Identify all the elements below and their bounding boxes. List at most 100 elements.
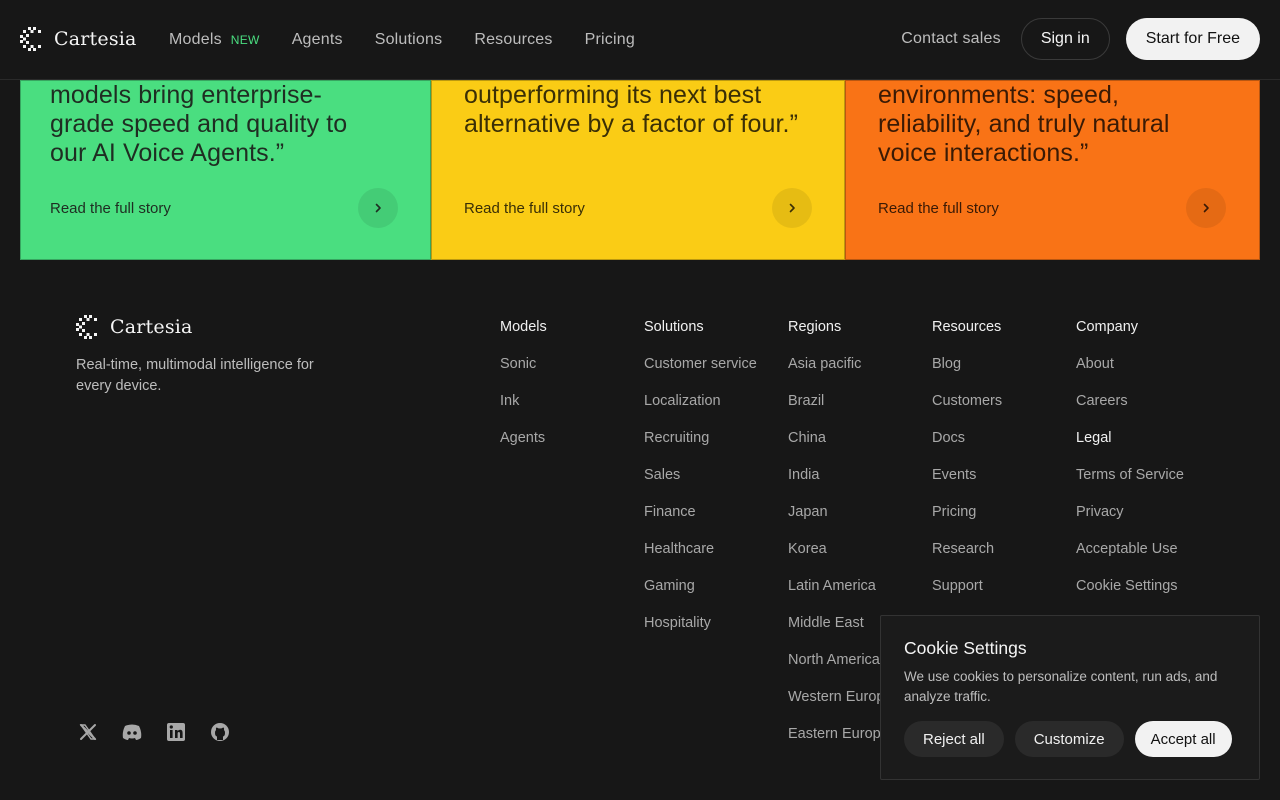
nav-item-label: Resources <box>474 31 553 48</box>
footer-link[interactable]: Support <box>932 578 983 594</box>
footer-link[interactable]: About <box>1076 356 1114 372</box>
footer-link[interactable]: Western Europe <box>788 689 893 705</box>
footer-link[interactable]: Careers <box>1076 393 1128 409</box>
footer-link[interactable]: Acceptable Use <box>1076 541 1178 557</box>
cartesia-logo-icon <box>20 27 41 51</box>
footer-column-models: Models Sonic Ink Agents <box>500 319 547 467</box>
footer-link[interactable]: Japan <box>788 504 828 520</box>
footer-tagline: Real-time, multimodal intelligence for e… <box>76 357 314 394</box>
nav-item-label: Models <box>169 31 222 48</box>
read-story-link[interactable]: Read the full story <box>878 200 999 217</box>
brand-logo[interactable]: Cartesia <box>20 27 137 51</box>
nav-item-resources[interactable]: Resources <box>474 31 552 49</box>
chevron-right-icon <box>1203 203 1209 213</box>
footer-link[interactable]: Research <box>932 541 995 557</box>
column-links: Customer service Localization Recruiting Sa… <box>644 356 757 652</box>
story-arrow-button[interactable] <box>358 188 398 228</box>
column-links: Asia pacific Brazil China India Japan Korea La… <box>788 356 893 763</box>
reject-all-button[interactable]: Reject all <box>904 721 1004 757</box>
footer-link[interactable]: Events <box>932 467 977 483</box>
nav-item-pricing[interactable]: Pricing <box>585 31 635 49</box>
column-title: Resources <box>932 319 1002 335</box>
new-badge: NEW <box>230 33 260 47</box>
nav-item-label: Pricing <box>584 31 635 48</box>
accept-all-button[interactable]: Accept all <box>1134 721 1232 757</box>
footer-link[interactable]: China <box>788 430 826 446</box>
story-quote: outperforming its next best alternative … <box>464 81 799 138</box>
footer-link[interactable]: Terms of Service <box>1076 467 1184 483</box>
story-arrow-button[interactable] <box>1186 188 1226 228</box>
chevron-right-icon <box>375 203 381 213</box>
start-for-free-button[interactable]: Start for Free <box>1125 18 1260 60</box>
brand-name: Cartesia <box>54 28 137 50</box>
footer-link[interactable]: Latin America <box>788 578 876 594</box>
footer-link[interactable]: Cookie Settings <box>1076 578 1178 594</box>
footer-link[interactable]: Sales <box>644 467 681 483</box>
footer-link[interactable]: Brazil <box>788 393 825 409</box>
column-links: About Careers Legal Terms of Service Privacy… <box>1076 356 1184 615</box>
footer-link[interactable]: Ink <box>500 393 520 409</box>
footer-link[interactable]: Agents <box>500 430 546 446</box>
read-story-link[interactable]: Read the full story <box>464 200 585 217</box>
nav-item-agents[interactable]: Agents <box>292 31 343 49</box>
nav-item-label: Solutions <box>374 31 443 48</box>
customize-button[interactable]: Customize <box>1014 721 1124 757</box>
column-title: Company <box>1076 319 1139 335</box>
footer-link[interactable]: Docs <box>932 430 966 446</box>
footer-link[interactable]: Privacy <box>1076 504 1124 520</box>
story-quote: environments: speed, reliability, and tr… <box>878 81 1170 167</box>
nav-item-models[interactable]: Models NEW <box>169 31 260 49</box>
linkedin-icon[interactable] <box>164 720 188 744</box>
footer-link[interactable]: India <box>788 467 820 483</box>
story-arrow-button[interactable] <box>772 188 812 228</box>
discord-icon[interactable] <box>120 720 144 744</box>
nav-item-solutions[interactable]: Solutions <box>375 31 443 49</box>
cookie-title: Cookie Settings <box>904 638 1027 658</box>
footer-link[interactable]: Gaming <box>644 578 695 594</box>
footer-column-regions: Regions Asia pacific Brazil China India Japa… <box>788 319 893 763</box>
column-title: Regions <box>788 319 842 335</box>
social-links <box>76 720 232 744</box>
footer-link[interactable]: Asia pacific <box>788 356 862 372</box>
footer-link[interactable]: Sonic <box>500 356 537 372</box>
brand-name: Cartesia <box>110 316 193 338</box>
footer-link[interactable]: Localization <box>644 393 721 409</box>
column-links: Blog Customers Docs Events Pricing Research Su… <box>932 356 1002 615</box>
column-title: Models <box>500 319 547 335</box>
contact-sales-link[interactable]: Contact sales <box>901 30 1001 47</box>
footer-link[interactable]: Healthcare <box>644 541 715 557</box>
footer-link[interactable]: Korea <box>788 541 827 557</box>
cartesia-logo-icon <box>76 315 97 339</box>
cookie-actions: Reject all Customize Accept all <box>904 721 1232 757</box>
footer-link[interactable]: Eastern Europe <box>788 726 889 742</box>
footer-link[interactable]: Customer service <box>644 356 757 372</box>
story-card: outperforming its next best alternative … <box>431 80 845 260</box>
read-story-link[interactable]: Read the full story <box>50 200 171 217</box>
footer-column-solutions: Solutions Customer service Localization Re… <box>644 319 757 652</box>
x-icon[interactable] <box>76 720 100 744</box>
chevron-right-icon <box>789 203 795 213</box>
story-card: models bring enterprise-grade speed and … <box>20 80 431 260</box>
footer-link[interactable]: Blog <box>932 356 962 372</box>
header-actions: Contact sales Sign in Start for Free <box>901 18 1260 60</box>
footer-link[interactable]: Pricing <box>932 504 977 520</box>
footer-section-label: Legal <box>1076 430 1112 446</box>
footer-link[interactable]: Middle East <box>788 615 864 631</box>
cookie-description: We use cookies to personalize content, r… <box>904 669 1218 704</box>
footer-brand-logo[interactable]: Cartesia <box>76 315 193 339</box>
customer-stories: models bring enterprise-grade speed and … <box>20 80 1260 260</box>
footer-link[interactable]: Customers <box>932 393 1003 409</box>
footer-link[interactable]: North America <box>788 652 880 668</box>
footer-link[interactable]: Finance <box>644 504 696 520</box>
footer-link[interactable]: Hospitality <box>644 615 711 631</box>
main-nav: Models NEW Agents Solutions Resources Pr… <box>169 0 635 80</box>
github-icon[interactable] <box>208 720 232 744</box>
column-title: Solutions <box>644 319 704 335</box>
footer-column-company: Company About Careers Legal Terms of Servic… <box>1076 319 1184 615</box>
cookie-settings-dialog: Cookie Settings We use cookies to person… <box>880 615 1260 780</box>
sign-in-button[interactable]: Sign in <box>1020 18 1110 60</box>
story-card: environments: speed, reliability, and tr… <box>845 80 1260 260</box>
site-header: Cartesia Models NEW Agents Solutions Res… <box>0 0 1280 80</box>
story-quote: models bring enterprise-grade speed and … <box>50 81 348 167</box>
footer-link[interactable]: Recruiting <box>644 430 710 446</box>
